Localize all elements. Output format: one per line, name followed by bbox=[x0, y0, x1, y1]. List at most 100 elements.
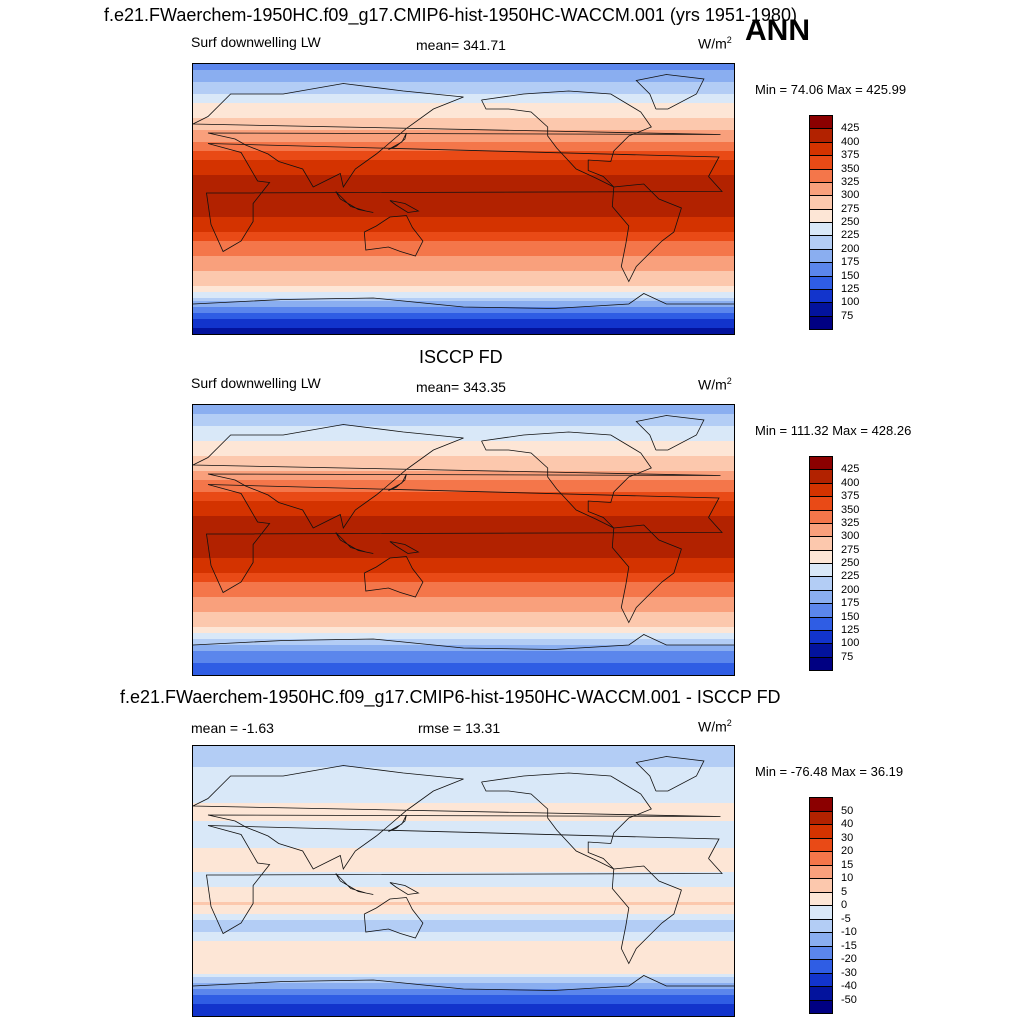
field-band bbox=[193, 274, 734, 278]
coastline bbox=[206, 825, 723, 935]
field-band bbox=[193, 633, 734, 637]
field-band bbox=[193, 666, 734, 670]
field-band bbox=[193, 298, 734, 302]
field-band bbox=[193, 82, 734, 86]
colorbar-tick-label: 200 bbox=[841, 583, 860, 596]
field-band bbox=[193, 959, 734, 963]
field-band bbox=[193, 495, 734, 499]
field-band bbox=[193, 283, 734, 287]
coastline bbox=[481, 90, 652, 188]
field-band bbox=[193, 1010, 734, 1014]
field-band bbox=[193, 746, 734, 750]
field-band bbox=[193, 483, 734, 487]
field-band bbox=[193, 875, 734, 879]
field-band bbox=[193, 438, 734, 442]
field-band bbox=[193, 908, 734, 912]
coastline bbox=[635, 756, 705, 792]
field-band bbox=[193, 866, 734, 870]
colorbar-tick-label: 350 bbox=[841, 162, 860, 175]
field-band bbox=[193, 537, 734, 541]
colorbar-swatch bbox=[809, 288, 833, 304]
field-band bbox=[193, 896, 734, 900]
field-band bbox=[193, 217, 734, 221]
coastline bbox=[611, 865, 682, 965]
model-colorbar: 425 400 375 350 325 300 275 250 225 200 175 150 125 1… bbox=[809, 115, 889, 330]
field-band bbox=[193, 100, 734, 104]
colorbar-tick-label: -15 bbox=[841, 939, 857, 952]
field-band bbox=[193, 331, 734, 334]
field-band bbox=[193, 609, 734, 613]
field-band bbox=[193, 582, 734, 586]
field-band bbox=[193, 543, 734, 547]
coastline bbox=[335, 532, 374, 554]
field-band bbox=[193, 172, 734, 176]
field-band bbox=[193, 573, 734, 577]
colorbar-swatch bbox=[809, 195, 833, 210]
field-band bbox=[193, 411, 734, 415]
field-band bbox=[193, 962, 734, 966]
coastline bbox=[389, 882, 420, 895]
field-band bbox=[193, 540, 734, 544]
field-band bbox=[193, 654, 734, 658]
field-band bbox=[193, 510, 734, 514]
field-band bbox=[193, 980, 734, 984]
field-band bbox=[193, 591, 734, 595]
field-band bbox=[193, 79, 734, 83]
colorbar-swatch bbox=[809, 235, 833, 250]
field-band bbox=[193, 328, 734, 332]
field-band bbox=[193, 148, 734, 152]
colorbar-swatch bbox=[809, 208, 833, 223]
field-band bbox=[193, 791, 734, 795]
field-band bbox=[193, 782, 734, 786]
coastline bbox=[635, 74, 705, 110]
field-band bbox=[193, 1004, 734, 1008]
field-band bbox=[193, 76, 734, 80]
coastline bbox=[193, 975, 734, 991]
field-band bbox=[193, 1001, 734, 1005]
field-band bbox=[193, 824, 734, 828]
colorbar-tick-label: 10 bbox=[841, 872, 854, 884]
colorbar-tick-label: 275 bbox=[841, 543, 860, 556]
colorbar-tick-label: 100 bbox=[841, 637, 860, 650]
colorbar-tick-label: 350 bbox=[841, 503, 860, 516]
field-band bbox=[193, 809, 734, 813]
field-band bbox=[193, 848, 734, 852]
field-band bbox=[193, 878, 734, 882]
field-band bbox=[193, 920, 734, 924]
field-band bbox=[193, 169, 734, 173]
field-band bbox=[193, 911, 734, 915]
colorbar-swatch bbox=[809, 616, 833, 631]
field-band bbox=[193, 779, 734, 783]
field-band bbox=[193, 127, 734, 131]
diff-title: f.e21.FWaerchem-1950HC.f09_g17.CMIP6-his… bbox=[120, 687, 781, 707]
field-band bbox=[193, 531, 734, 535]
field-band bbox=[193, 507, 734, 511]
field-band bbox=[193, 977, 734, 981]
field-band bbox=[193, 767, 734, 771]
field-band bbox=[193, 103, 734, 107]
colorbar-swatch bbox=[809, 302, 833, 317]
field-band bbox=[193, 220, 734, 224]
field-band bbox=[193, 555, 734, 559]
field-band bbox=[193, 821, 734, 825]
diff-map bbox=[192, 745, 735, 1017]
colorbar-swatch bbox=[809, 315, 833, 330]
field-band bbox=[193, 992, 734, 996]
colorbar-tick-label: 275 bbox=[841, 202, 860, 215]
coastline bbox=[193, 293, 734, 309]
field-band bbox=[193, 851, 734, 855]
field-band bbox=[193, 289, 734, 293]
field-band bbox=[193, 585, 734, 589]
colorbar-tick-label: 40 bbox=[841, 818, 854, 830]
model-minmax: Min = 74.06 Max = 425.99 bbox=[755, 82, 907, 97]
field-band bbox=[193, 899, 734, 903]
field-band bbox=[193, 112, 734, 116]
colorbar-tick-label: 30 bbox=[841, 831, 854, 844]
field-band bbox=[193, 624, 734, 628]
colorbar-tick-label: 300 bbox=[841, 189, 860, 202]
field-band bbox=[193, 435, 734, 439]
colorbar-swatch bbox=[809, 837, 833, 852]
field-band bbox=[193, 118, 734, 122]
field-band bbox=[193, 91, 734, 95]
field-band bbox=[193, 420, 734, 424]
